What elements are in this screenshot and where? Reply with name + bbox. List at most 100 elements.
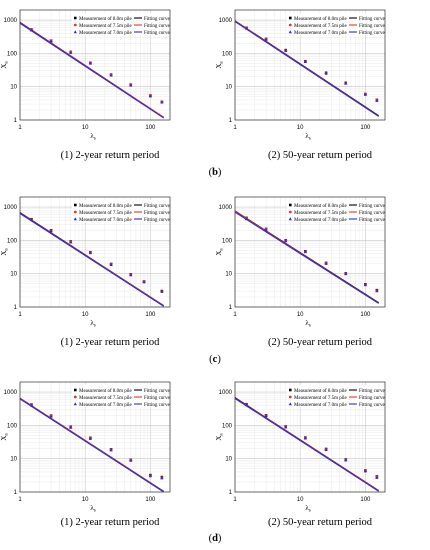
measurement-point — [363, 92, 367, 96]
x-axis-label: λs — [90, 319, 95, 327]
fitting-curve-line — [234, 211, 379, 304]
caption-d-2: (2) 50-year return period — [267, 517, 373, 528]
x-tick-label: 1 — [18, 497, 22, 503]
legend-marker — [73, 217, 77, 221]
plot-frame — [19, 9, 171, 121]
plot-frame — [234, 196, 386, 308]
legend-marker — [73, 30, 77, 34]
measurement-point — [244, 217, 249, 221]
measurement-point — [264, 414, 268, 418]
measurement-point — [284, 49, 288, 52]
y-tick-label: 1000 — [219, 18, 233, 24]
x-axis-label: λs — [305, 319, 310, 327]
y-tick-label: 10 — [225, 272, 232, 278]
legend-series-label: Measurement of 7.5m pile — [79, 24, 133, 29]
measurement-point — [244, 26, 249, 30]
legend-fit-label: Fitting curve — [144, 396, 170, 401]
legend-series-label: Measurement of 7.5m pile — [294, 211, 348, 216]
y-axis-label: Xa — [0, 248, 10, 256]
y-tick-label: 1000 — [4, 205, 18, 211]
legend-fit-label: Fitting curve — [144, 211, 170, 216]
legend-marker — [74, 388, 77, 392]
row-label-b: (b) — [208, 167, 222, 178]
measurement-point — [160, 476, 164, 480]
measurement-point — [344, 272, 348, 276]
y-tick-label: 1000 — [4, 18, 18, 24]
x-tick-label: 10 — [297, 497, 304, 503]
x-tick-label: 1 — [233, 125, 237, 131]
measurement-point — [69, 50, 73, 54]
chart-d-2: 1 10 100 1 10 100 1000 λs Xa Measurement of 8.0m … — [215, 381, 385, 512]
legend-marker — [73, 402, 77, 406]
measurement-point — [142, 280, 146, 284]
caption-d-1: (1) 2-year return period — [60, 517, 160, 528]
x-tick-label: 10 — [297, 125, 304, 131]
row-label-c-letter: c — [212, 354, 218, 365]
measurement-point — [324, 71, 328, 75]
x-axis-label: λs — [90, 504, 95, 512]
chart-b-1: 1 10 100 1 10 100 1000 λs Xa Measurement of 8.0m … — [0, 9, 171, 140]
legend-series-label: Measurement of 7.0m pile — [79, 31, 133, 36]
x-tick-label: 100 — [360, 497, 371, 503]
legend-box — [72, 200, 168, 222]
row-label-d: (d) — [208, 533, 222, 544]
legend-fit-label: Fitting curve — [144, 218, 170, 223]
x-tick-label: 10 — [82, 312, 89, 318]
plot-frame — [19, 196, 171, 308]
caption-b-1: (1) 2-year return period — [60, 150, 160, 161]
legend-box — [287, 385, 383, 407]
y-tick-label: 10 — [10, 272, 17, 278]
x-tick-label: 100 — [145, 312, 156, 318]
x-tick-label: 100 — [360, 125, 371, 131]
measurement-point — [129, 273, 133, 277]
legend-fit-label: Fitting curve — [359, 396, 385, 401]
measurement-point — [264, 37, 268, 41]
measurement-point — [148, 94, 152, 98]
measurement-point — [324, 261, 328, 265]
y-tick-label: 1 — [229, 305, 233, 311]
row-label-c: (c) — [209, 354, 221, 365]
fitting-curve-line — [19, 398, 164, 493]
y-tick-label: 10 — [10, 457, 17, 463]
caption-b-2: (2) 50-year return period — [267, 150, 373, 161]
measurement-point — [148, 474, 152, 478]
legend-series-label: Measurement of 7.0m pile — [79, 403, 133, 408]
legend-series-label: Measurement of 7.5m pile — [294, 396, 348, 401]
legend-series-label: Measurement of 7.5m pile — [79, 396, 133, 401]
legend-fit-label: Fitting curve — [144, 204, 170, 209]
measurement-point — [88, 61, 92, 65]
x-tick-label: 1 — [233, 497, 237, 503]
legend-marker — [288, 402, 292, 406]
x-tick-label: 1 — [18, 312, 22, 318]
measurement-point — [88, 251, 92, 255]
measurement-point — [129, 458, 133, 462]
y-tick-label: 1 — [229, 490, 233, 496]
chart-c-1: 1 10 100 1 10 100 1000 λs Xa Measurement of 8.0m … — [0, 196, 171, 327]
x-tick-label: 1 — [233, 312, 237, 318]
legend-series-label: Measurement of 8.0m pile — [294, 389, 348, 394]
legend-marker — [288, 30, 292, 34]
legend-marker — [74, 203, 77, 207]
measurement-point — [160, 289, 164, 293]
legend-fit-label: Fitting curve — [359, 403, 385, 408]
x-tick-label: 100 — [145, 125, 156, 131]
legend-box — [287, 200, 383, 222]
legend-series-label: Measurement of 8.0m pile — [79, 389, 133, 394]
measurement-point — [284, 239, 288, 243]
measurement-point — [109, 448, 113, 452]
plot-frame — [234, 9, 386, 121]
y-tick-label: 100 — [7, 238, 18, 244]
legend-fit-label: Fitting curve — [359, 31, 385, 36]
legend-marker — [73, 23, 77, 27]
legend-series-label: Measurement of 7.0m pile — [294, 403, 348, 408]
x-axis-label: λs — [305, 504, 310, 512]
chart-b-2: 1 10 100 1 10 100 1000 λs Xa Measurement of 8.0m … — [215, 9, 386, 140]
legend-box — [72, 13, 168, 35]
y-tick-label: 10 — [225, 85, 232, 91]
measurement-point — [160, 100, 164, 104]
measurement-point — [324, 448, 328, 451]
legend-series-label: Measurement of 7.0m pile — [294, 31, 348, 36]
y-tick-label: 100 — [222, 51, 233, 57]
legend-fit-label: Fitting curve — [359, 211, 385, 216]
